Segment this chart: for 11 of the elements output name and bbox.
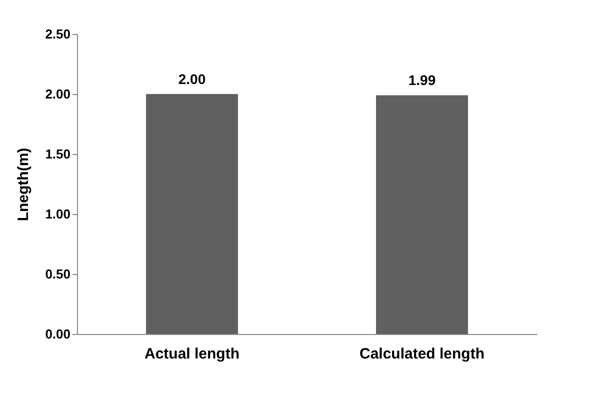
data-label: 1.99 bbox=[408, 72, 436, 88]
y-tick-label: 0.50 bbox=[45, 266, 70, 282]
y-tick-label: 1.50 bbox=[45, 146, 70, 162]
y-tick-label: 1.00 bbox=[45, 206, 70, 222]
data-label: 2.00 bbox=[178, 71, 206, 87]
x-tick-label: Actual length bbox=[144, 346, 240, 362]
y-axis-title: Lnegth(m) bbox=[15, 148, 32, 222]
y-tick-label: 0.00 bbox=[45, 326, 70, 342]
y-tick-label: 2.50 bbox=[45, 26, 70, 42]
x-tick-label: Calculated length bbox=[359, 346, 485, 362]
y-tick-label: 2.00 bbox=[45, 86, 70, 102]
